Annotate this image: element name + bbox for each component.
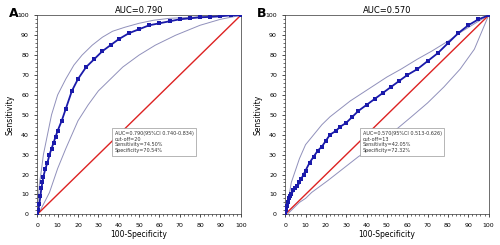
Title: AUC=0.790: AUC=0.790 (115, 6, 164, 14)
X-axis label: 100-Specificity: 100-Specificity (110, 231, 168, 239)
X-axis label: 100-Specificity: 100-Specificity (358, 231, 416, 239)
Text: AUC=0.570(95%CI 0.513-0.626)
cut-off=13
Sensitivity=42.05%
Specificity=72.32%: AUC=0.570(95%CI 0.513-0.626) cut-off=13 … (362, 131, 442, 153)
Y-axis label: Sensitivity: Sensitivity (6, 95, 15, 135)
Title: AUC=0.570: AUC=0.570 (362, 6, 411, 14)
Text: B: B (256, 7, 266, 20)
Text: AUC=0.790(95%CI 0.740-0.834)
cut-off=20
Sensitivity=74.50%
Specificity=70.54%: AUC=0.790(95%CI 0.740-0.834) cut-off=20 … (114, 131, 194, 153)
Text: A: A (9, 7, 18, 20)
Y-axis label: Sensitivity: Sensitivity (254, 95, 262, 135)
